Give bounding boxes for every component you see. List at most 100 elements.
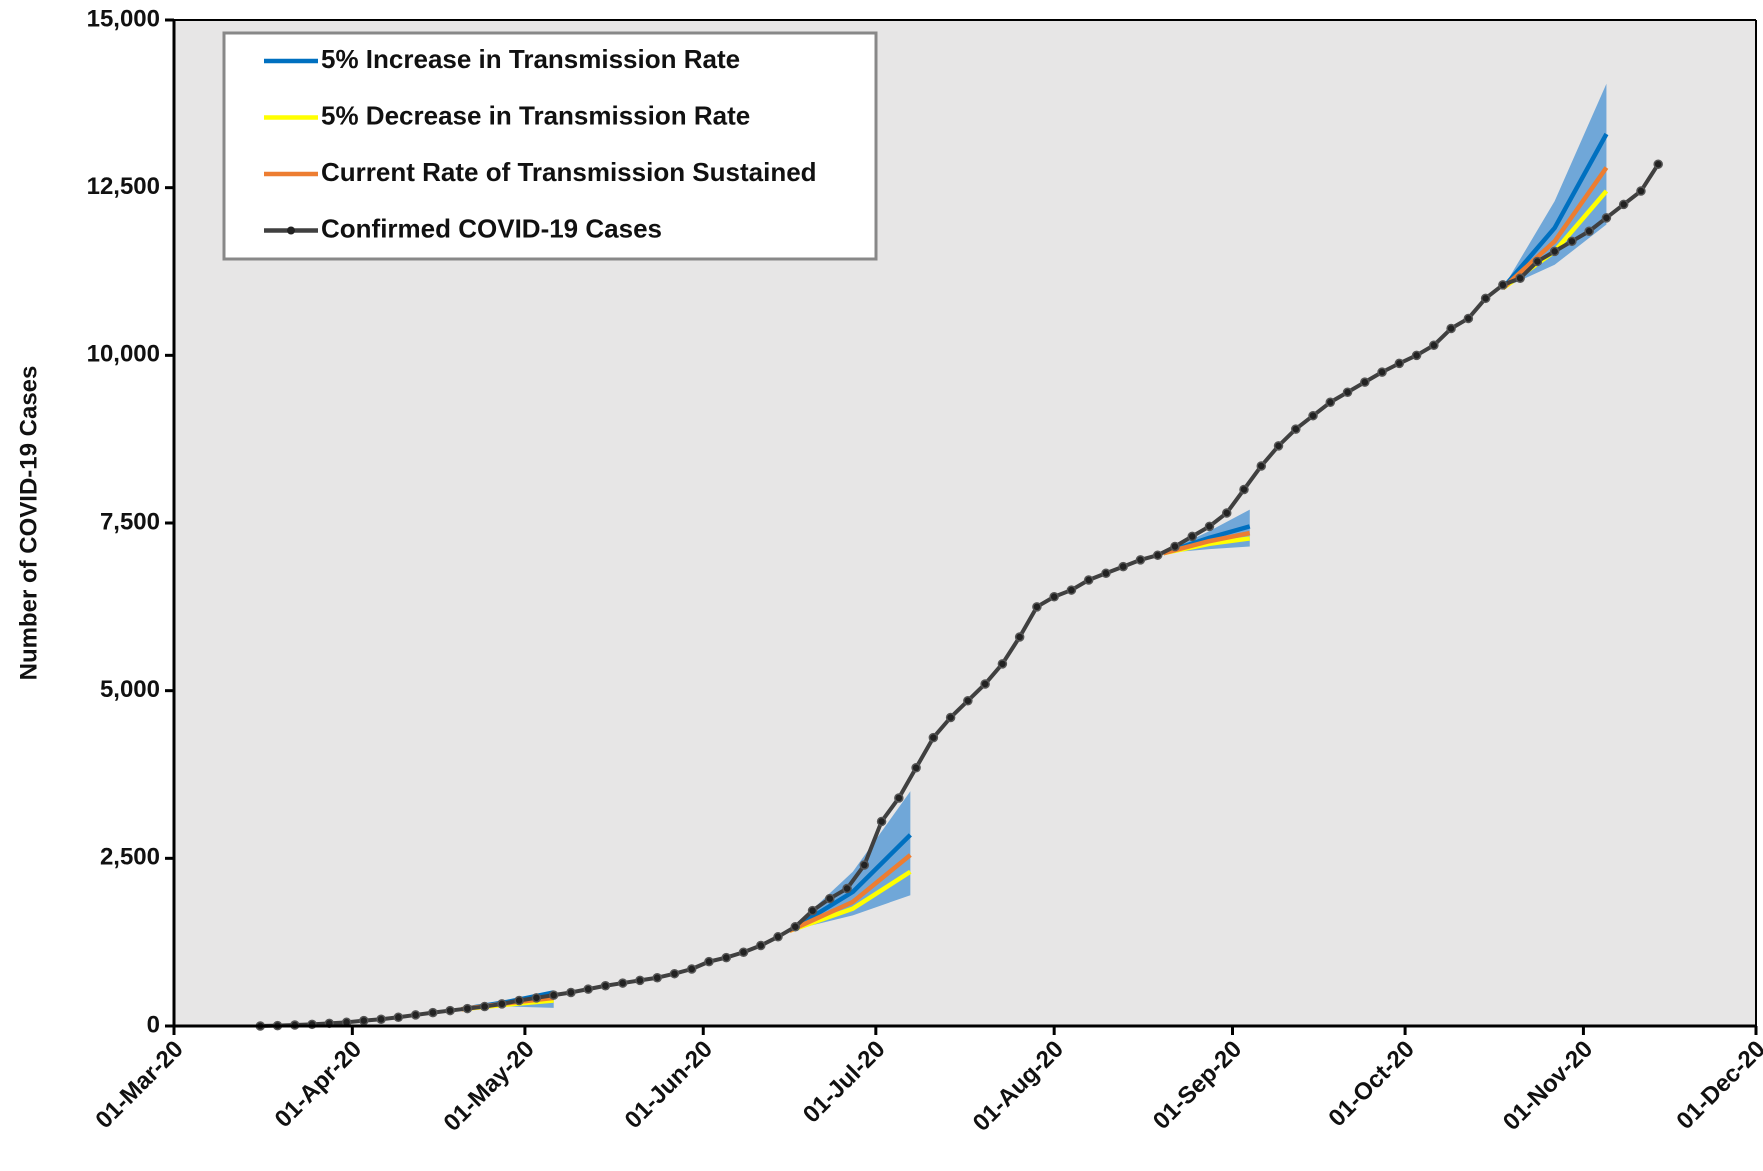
- data-point: [393, 1012, 404, 1023]
- data-point: [479, 1001, 490, 1012]
- data-point: [1101, 568, 1111, 579]
- data-point: [428, 1007, 438, 1018]
- y-tick-label: 7,500: [100, 508, 160, 535]
- data-point: [1118, 561, 1128, 572]
- data-point: [1291, 424, 1301, 434]
- data-point: [1204, 521, 1215, 532]
- data-point: [1221, 508, 1232, 518]
- data-point: [1066, 585, 1077, 595]
- data-point: [359, 1015, 369, 1026]
- data-point: [1342, 387, 1353, 397]
- data-point: [600, 981, 611, 991]
- data-point: [1498, 280, 1508, 290]
- data-point: [1239, 484, 1249, 495]
- data-point: [790, 921, 801, 932]
- legend-label: Current Rate of Transmission Sustained: [321, 157, 817, 187]
- y-tick-label: 0: [147, 1011, 160, 1038]
- data-point: [928, 732, 939, 743]
- data-point: [1308, 410, 1318, 421]
- x-tick-label: 01-May-20: [438, 1036, 539, 1137]
- series-line: [260, 163, 1660, 1028]
- x-tick-label: 01-Jun-20: [620, 1036, 718, 1134]
- y-tick-label: 12,500: [87, 173, 160, 200]
- data-point: [1446, 323, 1456, 334]
- data-point: [652, 972, 662, 983]
- data-point: [1135, 555, 1146, 565]
- data-point: [721, 952, 732, 963]
- data-point: [1463, 313, 1474, 324]
- legend-marker: [287, 226, 295, 235]
- x-tick-label: 01-Jul-20: [798, 1036, 891, 1129]
- data-point: [876, 816, 887, 827]
- data-point: [1152, 550, 1163, 560]
- data-point: [583, 984, 593, 994]
- data-point: [1032, 602, 1042, 612]
- data-point: [1273, 441, 1284, 451]
- x-tick-label: 01-Nov-20: [1498, 1036, 1598, 1136]
- data-point: [669, 968, 680, 979]
- data-point: [894, 793, 904, 803]
- x-tick-label: 01-Sep-20: [1148, 1036, 1247, 1135]
- data-point: [997, 659, 1008, 669]
- data-point: [980, 679, 990, 689]
- data-point: [462, 1003, 473, 1014]
- data-point: [445, 1005, 455, 1016]
- data-point: [1480, 293, 1491, 304]
- data-point: [1636, 186, 1646, 196]
- data-point: [1170, 541, 1180, 552]
- legend-label: Confirmed COVID-19 Cases: [321, 213, 662, 243]
- data-point: [1411, 350, 1422, 361]
- data-point: [410, 1010, 421, 1020]
- data-point: [1014, 632, 1025, 642]
- data-point: [963, 695, 973, 706]
- data-point: [911, 763, 921, 773]
- x-tick-label: 01-Dec-20: [1671, 1036, 1763, 1135]
- data-point: [1429, 340, 1439, 351]
- data-point: [807, 905, 818, 916]
- data-point: [548, 990, 559, 1000]
- x-tick-label: 01-Apr-20: [270, 1036, 367, 1133]
- data-point: [376, 1014, 386, 1025]
- data-point: [1601, 213, 1612, 223]
- data-point: [704, 956, 714, 967]
- data-point: [1653, 159, 1663, 169]
- legend: 5% Increase in Transmission Rate 5% Decre…: [222, 31, 878, 261]
- data-point: [635, 975, 645, 986]
- data-point: [1377, 367, 1387, 377]
- data-point: [1256, 461, 1267, 471]
- y-axis-title: Number of COVID-19 Cases: [15, 366, 42, 681]
- y-tick-label: 5,000: [100, 676, 160, 703]
- data-point: [756, 940, 766, 951]
- data-point: [738, 947, 749, 957]
- data-point: [773, 932, 783, 942]
- legend-label: 5% Increase in Transmission Rate: [321, 44, 740, 74]
- data-point: [1394, 358, 1405, 369]
- data-point: [566, 987, 576, 998]
- data-point: [1549, 246, 1560, 257]
- y-tick-label: 2,500: [100, 844, 160, 871]
- data-point: [1618, 199, 1629, 210]
- data-point: [497, 999, 507, 1009]
- data-point: [1187, 531, 1197, 542]
- data-point: [1049, 592, 1059, 602]
- y-tick-label: 15,000: [87, 5, 160, 32]
- data-point: [842, 883, 852, 894]
- legend-box: [222, 31, 878, 261]
- data-point: [686, 964, 697, 974]
- data-point: [514, 995, 524, 1006]
- data-point: [1584, 226, 1594, 237]
- data-point: [1325, 397, 1336, 408]
- data-point: [1532, 256, 1543, 267]
- data-point: [617, 978, 628, 988]
- data-point: [1360, 377, 1370, 387]
- x-tick-label: 01-Aug-20: [968, 1036, 1069, 1137]
- data-point: [945, 712, 956, 723]
- data-point: [531, 993, 542, 1003]
- legend-label: 5% Decrease in Transmission Rate: [321, 100, 750, 130]
- x-tick-label: 01-Oct-20: [1323, 1036, 1419, 1132]
- x-tick-label: 01-Mar-20: [90, 1036, 188, 1134]
- data-point: [1567, 236, 1577, 247]
- data-point: [1515, 273, 1525, 283]
